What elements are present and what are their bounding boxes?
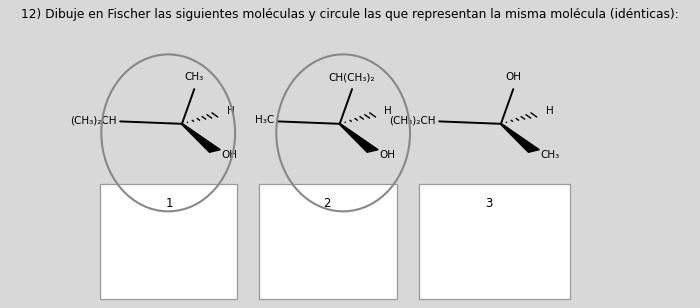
Text: CH₃: CH₃ [185, 72, 204, 83]
Text: 1: 1 [166, 197, 174, 210]
Polygon shape [500, 124, 539, 152]
Text: OH: OH [505, 72, 522, 83]
Text: H₃C: H₃C [256, 116, 274, 125]
Text: H: H [545, 106, 553, 116]
Text: 12) Dibuje en Fischer las siguientes moléculas y circule las que representan la : 12) Dibuje en Fischer las siguientes mol… [21, 8, 679, 21]
Bar [260, 184, 397, 299]
Text: (CH₃)₂CH: (CH₃)₂CH [70, 116, 117, 125]
Text: CH₃: CH₃ [540, 150, 560, 160]
Polygon shape [339, 124, 378, 152]
Polygon shape [181, 124, 220, 152]
Text: H: H [227, 106, 235, 116]
Text: CH(CH₃)₂: CH(CH₃)₂ [329, 72, 375, 83]
Text: H: H [384, 106, 392, 116]
Text: 3: 3 [485, 197, 492, 210]
Text: OH: OH [379, 150, 396, 160]
Text: (CH₃)₂CH: (CH₃)₂CH [389, 116, 435, 125]
Text: 2: 2 [323, 197, 331, 210]
Bar [99, 184, 237, 299]
Text: OH: OH [222, 150, 238, 160]
Bar [419, 184, 570, 299]
